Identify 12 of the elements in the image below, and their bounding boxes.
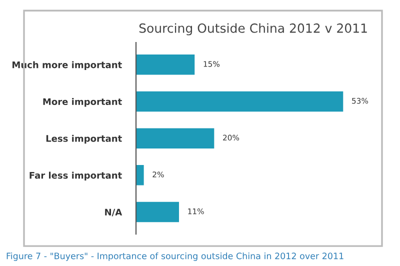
caption: Figure 7 - "Buyers" - Importance of sourcing outside China in 2012 over 2011 [6,252,344,261]
y-tick-label: Far less important [30,172,122,180]
bar [136,165,144,186]
bar [136,91,344,112]
chart-title: Sourcing Outside China 2012 v 2011 [139,23,367,36]
bar [136,128,214,148]
bar [136,202,179,222]
y-tick-label: Much more important [12,61,122,70]
y-tick-label: N/A [105,208,122,216]
bar [136,54,195,75]
y-tick-label: Less important [46,134,122,144]
y-tick-label: More important [43,98,122,107]
